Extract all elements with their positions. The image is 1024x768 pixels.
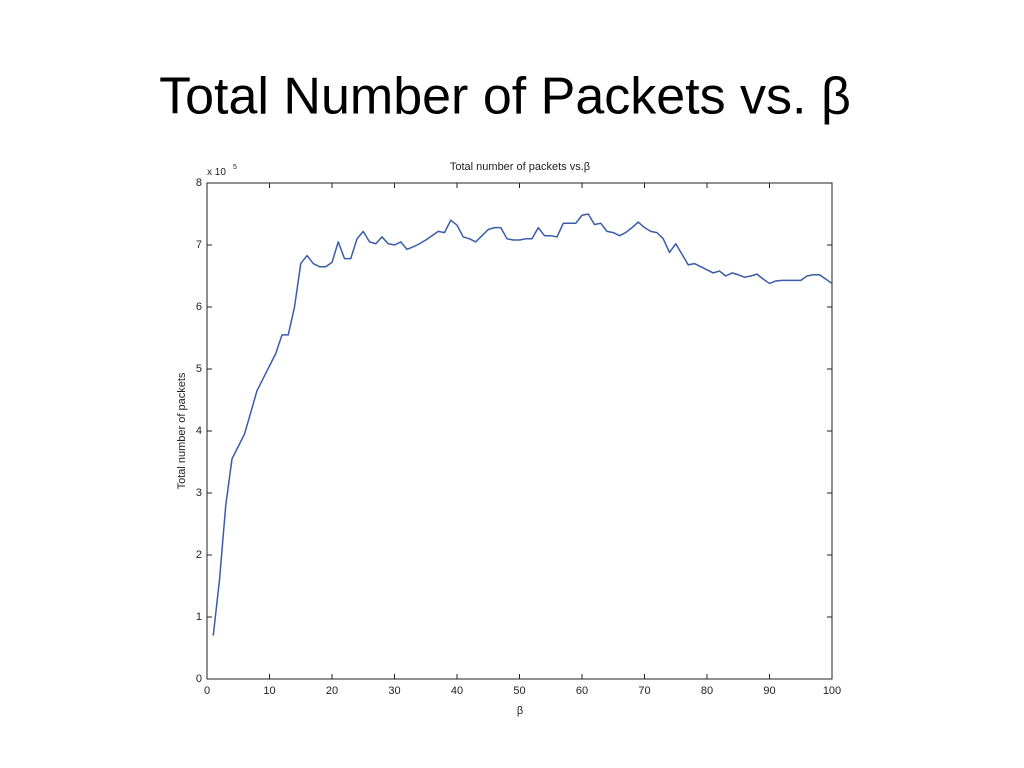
x-tick-label: 40 <box>451 685 463 697</box>
x-tick-label: 20 <box>326 685 338 697</box>
y-tick-label: 0 <box>196 673 202 685</box>
x-tick-label: 50 <box>513 685 525 697</box>
y-tick-label: 1 <box>196 611 202 623</box>
y-tick-label: 2 <box>196 549 202 561</box>
x-tick-label: 90 <box>763 685 775 697</box>
plot-frame <box>206 182 833 680</box>
x-tick-label: 100 <box>823 685 841 697</box>
y-multiplier-exponent: 5 <box>233 164 237 171</box>
x-tick-label: 70 <box>638 685 650 697</box>
y-tick-label: 6 <box>196 301 202 313</box>
x-tick-label: 80 <box>701 685 713 697</box>
y-tick-label: 5 <box>196 363 202 375</box>
slide-title: Total Number of Packets vs. β <box>159 68 851 126</box>
y-axis-title: Total number of packets <box>176 372 188 489</box>
x-tick-label: 60 <box>576 685 588 697</box>
x-tick-label: 30 <box>388 685 400 697</box>
x-axis-title: β <box>517 705 523 717</box>
y-multiplier: x 10 <box>207 167 226 178</box>
y-tick-label: 3 <box>196 487 202 499</box>
y-tick-label: 4 <box>196 425 202 437</box>
x-tick-label: 0 <box>204 685 210 697</box>
chart-title: Total number of packets vs.β <box>450 161 590 173</box>
data-line <box>212 213 833 636</box>
y-tick-label: 8 <box>196 177 202 189</box>
x-tick-label: 10 <box>263 685 275 697</box>
y-tick-label: 7 <box>196 239 202 251</box>
